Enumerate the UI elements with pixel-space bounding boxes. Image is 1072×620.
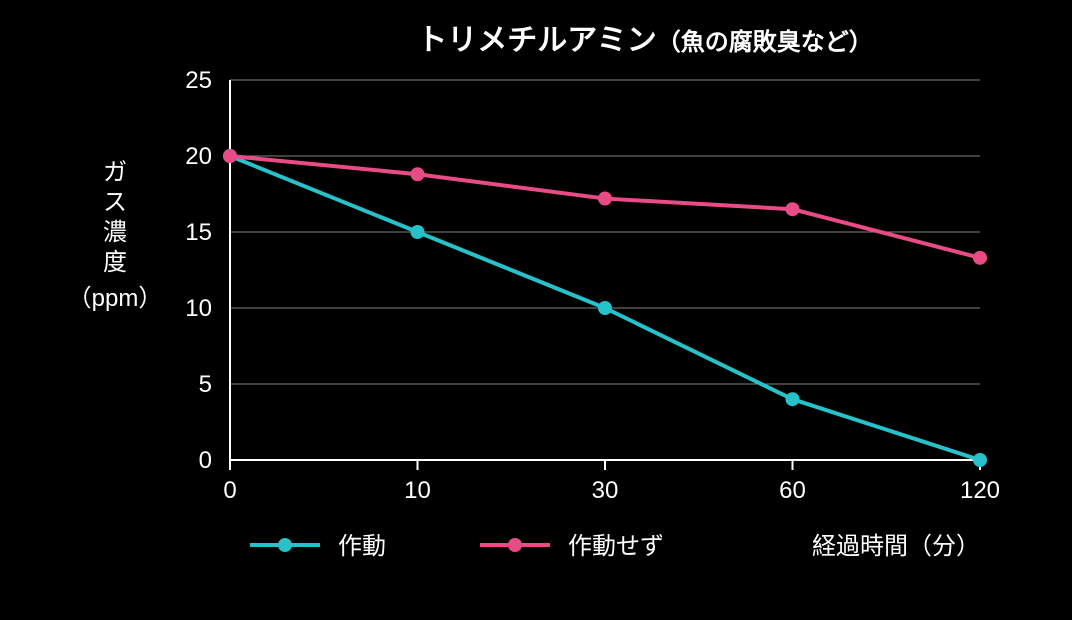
x-tick-label: 0 <box>223 477 236 504</box>
legend-label-1: 作動せず <box>568 533 664 560</box>
y-tick-label: 0 <box>199 447 212 474</box>
legend-marker-0 <box>278 538 292 552</box>
chart-title-main: トリメチルアミン <box>417 24 656 57</box>
y-tick-label: 10 <box>185 295 212 322</box>
y-axis-label: ガス濃度（ppm） <box>68 159 163 312</box>
series-marker-0 <box>598 301 612 315</box>
series-line-1 <box>230 156 980 258</box>
series-marker-0 <box>786 392 800 406</box>
series-marker-1 <box>598 192 612 206</box>
legend-label-0: 作動 <box>338 533 386 560</box>
legend-marker-1 <box>508 538 522 552</box>
series-marker-1 <box>786 202 800 216</box>
y-tick-label: 20 <box>185 143 212 170</box>
y-tick-label: 15 <box>185 219 212 246</box>
chart-title: トリメチルアミン（魚の腐敗臭など） <box>417 24 872 57</box>
series-marker-1 <box>973 251 987 265</box>
series-marker-1 <box>411 167 425 181</box>
chart-container: 0 5 10 15 20 25 0 10 30 60 120 トリメチルアミン（魚の腐敗臭など） ガス濃… <box>0 0 1072 620</box>
x-tick-label: 10 <box>404 477 431 504</box>
series-marker-0 <box>973 453 987 467</box>
y-tick-label: 25 <box>185 67 212 94</box>
x-axis-label: 経過時間（分） <box>812 533 980 560</box>
y-tick-label: 5 <box>199 371 212 398</box>
chart-svg: 0 5 10 15 20 25 0 10 30 60 120 トリメチルアミン（魚の腐敗臭など） ガス濃… <box>0 0 1072 620</box>
series-marker-1 <box>223 149 237 163</box>
chart-title-sub: （魚の腐敗臭など） <box>657 28 873 56</box>
x-tick-label: 60 <box>779 477 806 504</box>
series-marker-0 <box>411 225 425 239</box>
x-tick-label: 120 <box>960 477 1000 504</box>
x-tick-label: 30 <box>592 477 619 504</box>
